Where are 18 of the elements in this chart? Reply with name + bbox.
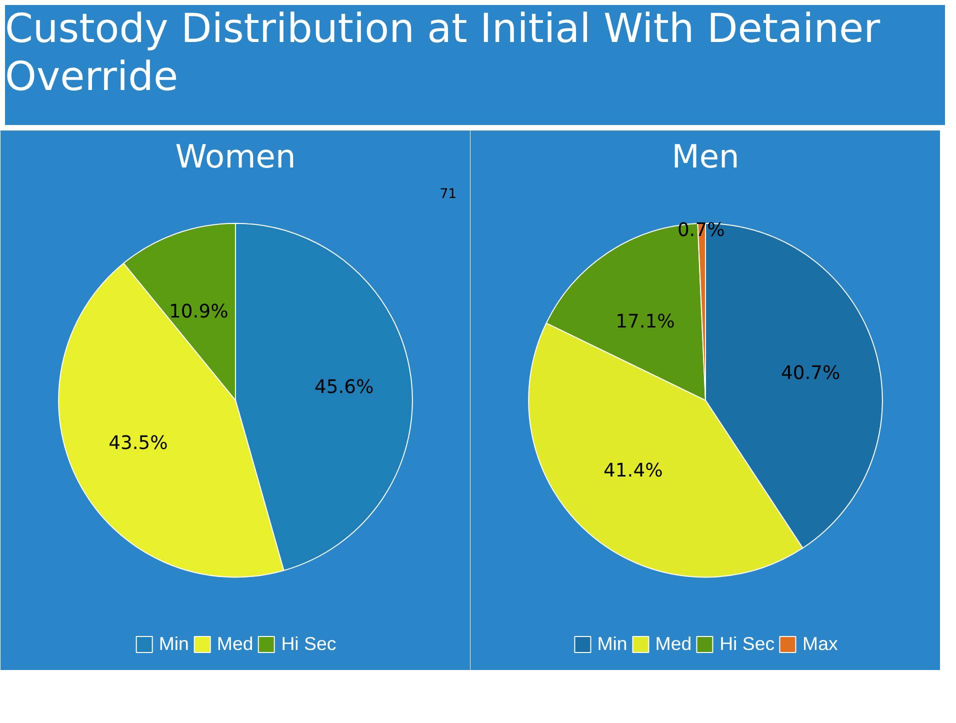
text: 71 <box>440 187 457 202</box>
legend-label: Hi Sec <box>720 633 775 655</box>
data-label: 17.1% <box>616 311 675 332</box>
data-label: 45.6% <box>314 376 374 398</box>
data-label: 40.7% <box>780 362 840 384</box>
chart-subtitle: Women <box>175 138 296 176</box>
data-label: 43.5% <box>108 433 168 454</box>
data-label: 41.4% <box>604 460 663 482</box>
legend-label: Med <box>655 633 692 655</box>
legend-label: Med <box>216 633 254 655</box>
legend-label: Min <box>158 633 189 655</box>
legend-label: Max <box>802 633 838 655</box>
data-label: 0.7% <box>677 220 725 242</box>
chart-title: Men <box>672 138 740 176</box>
legend-label: Hi Sec <box>281 633 336 655</box>
data-label: 10.9% <box>169 301 228 322</box>
legend-label: Min <box>597 633 628 655</box>
chart-title: Custody Distribution at Initial With Detainer Override <box>5 5 882 101</box>
